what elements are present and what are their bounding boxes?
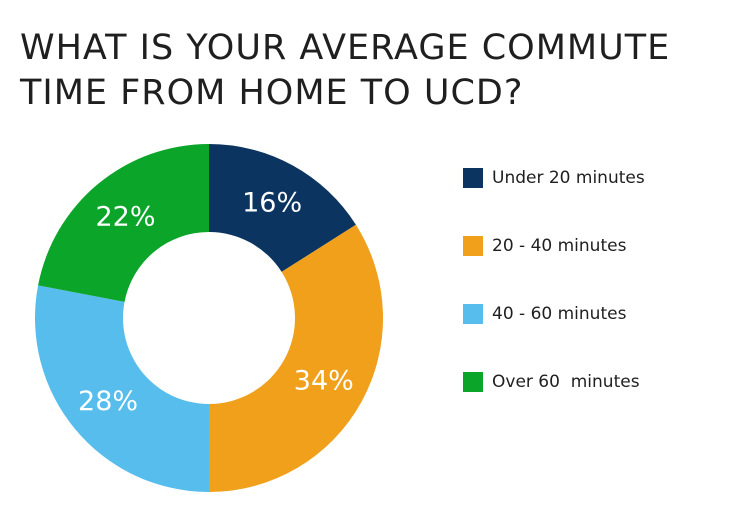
slice-20-40 (209, 224, 383, 492)
slice-label-over-60: 22% (95, 202, 155, 233)
legend-label: Over 60 minutes (492, 372, 640, 392)
legend: Under 20 minutes 20 - 40 minutes 40 - 60… (463, 166, 645, 438)
legend-label: 40 - 60 minutes (492, 304, 627, 324)
legend-item-40-60: 40 - 60 minutes (463, 302, 645, 326)
slice-label-40-60: 28% (78, 386, 138, 417)
legend-swatch (463, 372, 483, 392)
slice-over-60 (38, 144, 210, 302)
chart-title: WHAT IS YOUR AVERAGE COMMUTE TIME FROM H… (20, 28, 671, 113)
legend-swatch (463, 236, 483, 256)
legend-swatch (463, 304, 483, 324)
legend-label: Under 20 minutes (492, 168, 645, 188)
legend-swatch (463, 168, 483, 188)
slice-40-60 (35, 285, 209, 492)
slice-under-20 (209, 144, 356, 272)
legend-label: 20 - 40 minutes (492, 236, 627, 256)
slice-label-under-20: 16% (242, 188, 302, 219)
legend-item-over-60: Over 60 minutes (463, 370, 645, 394)
slice-label-20-40: 34% (294, 366, 354, 397)
legend-item-20-40: 20 - 40 minutes (463, 234, 645, 258)
legend-item-under-20: Under 20 minutes (463, 166, 645, 190)
